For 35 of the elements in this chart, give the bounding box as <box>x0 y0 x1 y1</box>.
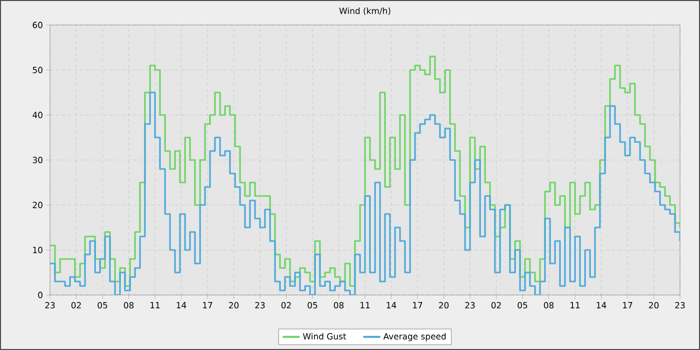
x-tick-label: 02 <box>71 302 81 308</box>
y-tick-label: 0 <box>38 292 42 298</box>
x-tick-label: 17 <box>203 302 212 308</box>
x-tick-label: 11 <box>360 302 370 308</box>
x-tick-label: 14 <box>386 302 396 308</box>
x-tick-label: 11 <box>150 302 160 308</box>
x-tick-label: 02 <box>491 302 501 308</box>
x-tick-label: 08 <box>334 302 344 308</box>
x-tick-label: 14 <box>596 302 606 308</box>
x-tick-label: 23 <box>465 302 475 308</box>
x-tick-label: 08 <box>124 302 134 308</box>
x-tick-label: 05 <box>308 302 318 308</box>
x-tick-label: 23 <box>255 302 265 308</box>
x-tick-label: 17 <box>413 302 422 308</box>
chart-title: Wind (km/h) <box>339 7 390 15</box>
x-tick-label: 14 <box>176 302 186 308</box>
x-tick-label: 20 <box>228 302 239 308</box>
y-tick-label: 60 <box>32 22 42 28</box>
legend-label: Average speed <box>383 332 446 342</box>
x-tick-label: 08 <box>544 302 554 308</box>
y-tick-label: 50 <box>32 66 42 74</box>
x-tick-label: 20 <box>438 302 449 308</box>
y-tick-label: 20 <box>32 202 42 208</box>
y-tick-label: 40 <box>32 112 42 118</box>
x-tick-label: 23 <box>45 302 55 308</box>
x-tick-label: 23 <box>675 302 685 308</box>
x-tick-label: 11 <box>570 302 580 308</box>
y-tick-label: 10 <box>33 246 42 254</box>
y-tick-label: 30 <box>32 156 42 164</box>
x-tick-label: 20 <box>649 302 659 308</box>
x-tick-label: 05 <box>98 302 108 308</box>
x-tick-label: 02 <box>281 302 291 308</box>
x-tick-label: 17 <box>623 302 632 308</box>
x-tick-label: 05 <box>518 302 528 308</box>
legend-label: Wind Gust <box>302 332 346 340</box>
